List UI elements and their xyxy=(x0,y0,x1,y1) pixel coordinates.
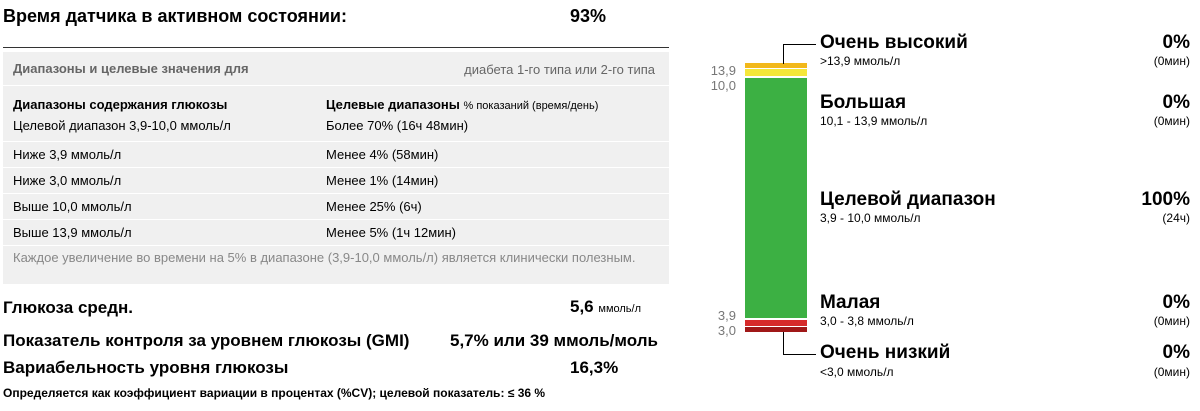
low-percent: 0% xyxy=(1162,292,1190,313)
high-title: Большая xyxy=(820,92,907,113)
bar-very-low xyxy=(745,327,807,332)
row-divider xyxy=(3,167,669,168)
row-divider xyxy=(3,245,669,246)
glucose-variability-label: Вариабельность уровня глюкозы xyxy=(3,358,289,377)
very-high-duration: (0мин) xyxy=(1153,54,1190,68)
gmi-value: 5,7% или 39 ммоль/моль xyxy=(450,331,658,350)
glucose-variability-value: 16,3% xyxy=(570,358,619,377)
very-high-range: >13,9 ммоль/л xyxy=(820,54,901,68)
range-row-1-range: Ниже 3,9 ммоль/л xyxy=(13,147,122,162)
high-duration: (0мин) xyxy=(1153,114,1190,128)
range-row-3-target: Менее 25% (6ч) xyxy=(326,199,422,214)
cv-footnote: Определяется как коэффициент вариации в … xyxy=(3,386,546,400)
targets-panel-header: Диапазоны и целевые значения для xyxy=(13,61,249,76)
bar-high xyxy=(745,69,807,76)
range-row-2-range: Ниже 3,0 ммоль/л xyxy=(13,173,122,188)
leader-very-high xyxy=(783,44,816,64)
range-row-3-range: Выше 10,0 ммоль/л xyxy=(13,199,132,214)
tick-3-9: 3,9 xyxy=(717,308,736,323)
bar-target xyxy=(745,78,807,318)
glucose-ranges-header: Диапазоны содержания глюкозы xyxy=(13,97,228,112)
very-low-percent: 0% xyxy=(1162,342,1190,363)
bar-very-high xyxy=(745,63,807,68)
low-range: 3,0 - 3,8 ммоль/л xyxy=(820,314,914,328)
very-high-percent: 0% xyxy=(1162,32,1190,53)
bar-gap xyxy=(745,326,807,327)
target-percent: 100% xyxy=(1141,189,1190,210)
mean-glucose-unit: ммоль/л xyxy=(598,303,641,315)
header-divider xyxy=(3,47,669,48)
clinical-note: Каждое увеличение во времени на 5% в диа… xyxy=(13,250,636,265)
high-range: 10,1 - 13,9 ммоль/л xyxy=(820,114,928,128)
sensor-active-label: Время датчика в активном состоянии: xyxy=(3,6,347,26)
bar-gap xyxy=(745,318,807,320)
sensor-active-value: 93% xyxy=(570,6,607,26)
range-row-0-target: Более 70% (16ч 48мин) xyxy=(326,118,469,133)
target-ranges-header-title: Целевые диапазоны xyxy=(326,97,460,112)
leader-very-low xyxy=(783,332,816,355)
tick-3-0: 3,0 xyxy=(717,323,736,338)
mean-glucose-value: 5,6 ммоль/л xyxy=(570,297,641,317)
target-ranges-header: Целевые диапазоны % показаний (время/ден… xyxy=(326,97,598,112)
row-divider xyxy=(3,141,669,142)
panel-divider xyxy=(3,85,669,86)
row-divider xyxy=(3,193,669,194)
very-low-title: Очень низкий xyxy=(820,342,951,363)
range-row-0-range: Целевой диапазон 3,9-10,0 ммоль/л xyxy=(13,118,231,133)
bar-gap xyxy=(745,68,807,69)
bar-low xyxy=(745,320,807,326)
tick-10-0: 10,0 xyxy=(710,78,736,93)
gmi-label: Показатель контроля за уровнем глюкозы (… xyxy=(3,331,410,350)
target-ranges-header-sub: % показаний (время/день) xyxy=(463,100,599,112)
targets-panel: Диапазоны и целевые значения для диабета… xyxy=(3,52,669,284)
mean-glucose-label: Глюкоза средн. xyxy=(3,298,134,317)
row-divider xyxy=(3,219,669,220)
low-duration: (0мин) xyxy=(1153,314,1190,328)
tick-13-9: 13,9 xyxy=(710,63,736,78)
target-duration: (24ч) xyxy=(1162,211,1190,225)
bar-gap xyxy=(745,76,807,78)
range-row-2-target: Менее 1% (14мин) xyxy=(326,173,439,188)
mean-glucose-number: 5,6 xyxy=(570,297,594,316)
target-title: Целевой диапазон xyxy=(820,189,996,210)
range-row-1-target: Менее 4% (58мин) xyxy=(326,147,439,162)
very-low-duration: (0мин) xyxy=(1153,365,1190,379)
range-row-4-target: Менее 5% (1ч 12мин) xyxy=(326,225,456,240)
very-low-range: <3,0 ммоль/л xyxy=(820,365,894,379)
range-row-4-range: Выше 13,9 ммоль/л xyxy=(13,225,132,240)
targets-panel-diabetes-type: диабета 1-го типа или 2-го типа xyxy=(464,62,655,77)
low-title: Малая xyxy=(820,292,881,313)
target-range: 3,9 - 10,0 ммоль/л xyxy=(820,211,921,225)
very-high-title: Очень высокий xyxy=(820,32,968,53)
high-percent: 0% xyxy=(1162,92,1190,113)
